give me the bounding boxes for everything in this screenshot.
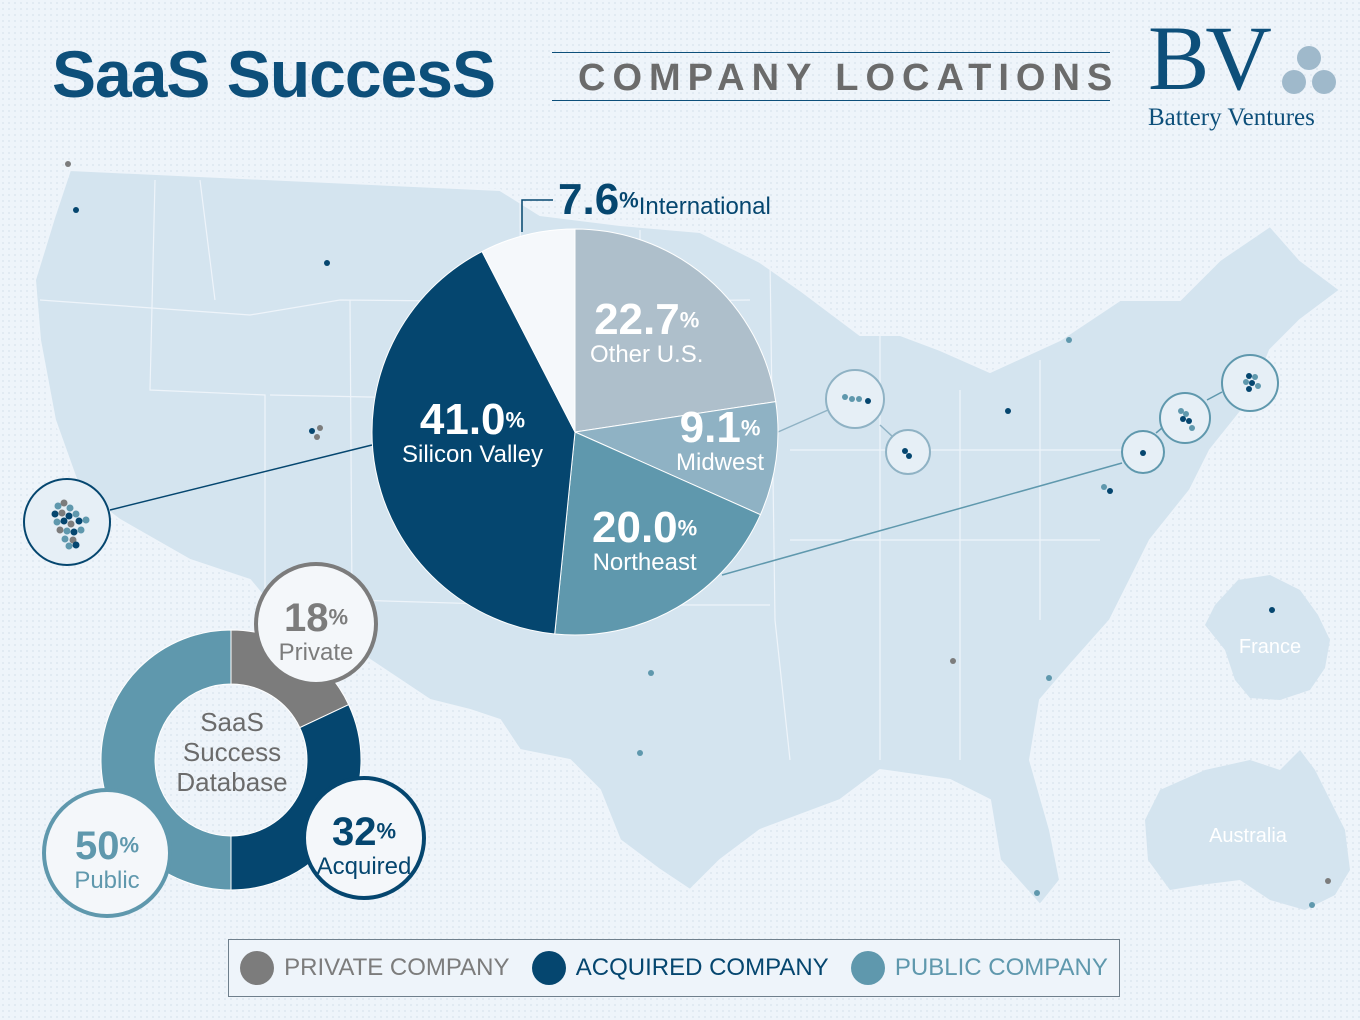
donut-callout-acquired: 32% Acquired [302, 776, 426, 900]
logo-mark: BV [1148, 7, 1272, 109]
donut-value-acquired: 32 [331, 810, 377, 854]
legend-item-acquired: ACQUIRED COMPANY [531, 951, 829, 985]
pie-value-international: 7.6 [558, 175, 620, 224]
australia-shape [1145, 750, 1350, 910]
legend-label-private: PRIVATE COMPANY [284, 954, 510, 981]
slice-midwest [573, 401, 779, 516]
company-dots [51, 161, 1331, 908]
pie-value-other-us: 22.7 [594, 295, 680, 344]
logo-dots-icon [1282, 46, 1336, 94]
donut-center-line-2: Success [182, 737, 282, 767]
pie-unit-other-us: % [679, 307, 700, 333]
pie-value-northeast: 20.0 [592, 503, 678, 552]
donut-value-private: 18 [283, 596, 329, 640]
page-subtitle: COMPANY LOCATIONS [578, 57, 1120, 99]
france-label: France [1239, 636, 1301, 658]
slice-silicon-valley [371, 250, 576, 635]
donut-category-public: Public [74, 867, 140, 894]
legend-swatch-private [240, 951, 275, 985]
main-pie-chart [371, 228, 779, 636]
legend-label-acquired: ACQUIRED COMPANY [575, 954, 829, 981]
subtitle-rule-bottom [552, 100, 1110, 101]
legend-swatch-public [850, 951, 885, 985]
pie-unit-international: % [619, 187, 639, 213]
slice-other-u-s [574, 228, 777, 433]
pie-unit-silicon-valley: % [505, 407, 526, 433]
pie-value-silicon-valley: 41.0 [419, 395, 506, 444]
donut-unit-acquired: % [376, 818, 397, 844]
pie-category-silicon-valley: Silicon Valley [402, 441, 543, 468]
pie-category-midwest: Midwest [676, 449, 765, 476]
legend-swatch-acquired [531, 951, 566, 985]
pie-category-northeast: Northeast [592, 549, 697, 576]
australia-label: Australia [1209, 825, 1288, 847]
subtitle-rule-top [552, 52, 1110, 53]
donut-center-label: SaaS Success Database [170, 707, 294, 797]
france-shape [1205, 575, 1330, 700]
pie-label-midwest: 9.1% Midwest [676, 406, 764, 476]
pie-label-northeast: 20.0% Northeast [592, 506, 697, 576]
pie-label-other-us: 22.7% Other U.S. [590, 298, 703, 368]
pie-unit-northeast: % [677, 515, 698, 541]
legend-label-public: PUBLIC COMPANY [894, 954, 1108, 981]
donut-center-line-1: SaaS [200, 707, 264, 737]
pie-value-midwest: 9.1 [679, 403, 741, 452]
legend-item-private: PRIVATE COMPANY [240, 951, 510, 985]
slice-northeast [554, 431, 762, 636]
pie-category-international: International [638, 193, 771, 220]
donut-value-public: 50 [74, 824, 120, 868]
donut-callout-public: 50% Public [42, 788, 172, 918]
pie-label-international: 7.6%International [558, 178, 771, 222]
donut-unit-private: % [328, 604, 349, 630]
donut-unit-public: % [119, 832, 140, 858]
logo-name: Battery Ventures [1148, 104, 1315, 131]
pie-category-other-us: Other U.S. [590, 341, 704, 368]
connector-lines [109, 199, 1223, 576]
donut-center-line-3: Database [176, 767, 288, 797]
pie-unit-midwest: % [740, 415, 761, 441]
slice-international [481, 228, 576, 433]
page-title: SaaS SuccesS [52, 37, 496, 111]
legend-item-public: PUBLIC COMPANY [850, 951, 1108, 985]
donut-category-acquired: Acquired [316, 853, 412, 880]
chart-legend: PRIVATE COMPANY ACQUIRED COMPANY PUBLIC … [228, 939, 1120, 997]
donut-callout-private: 18% Private [254, 562, 378, 686]
donut-category-private: Private [278, 639, 354, 666]
pie-label-silicon-valley: 41.0% Silicon Valley [402, 398, 543, 468]
